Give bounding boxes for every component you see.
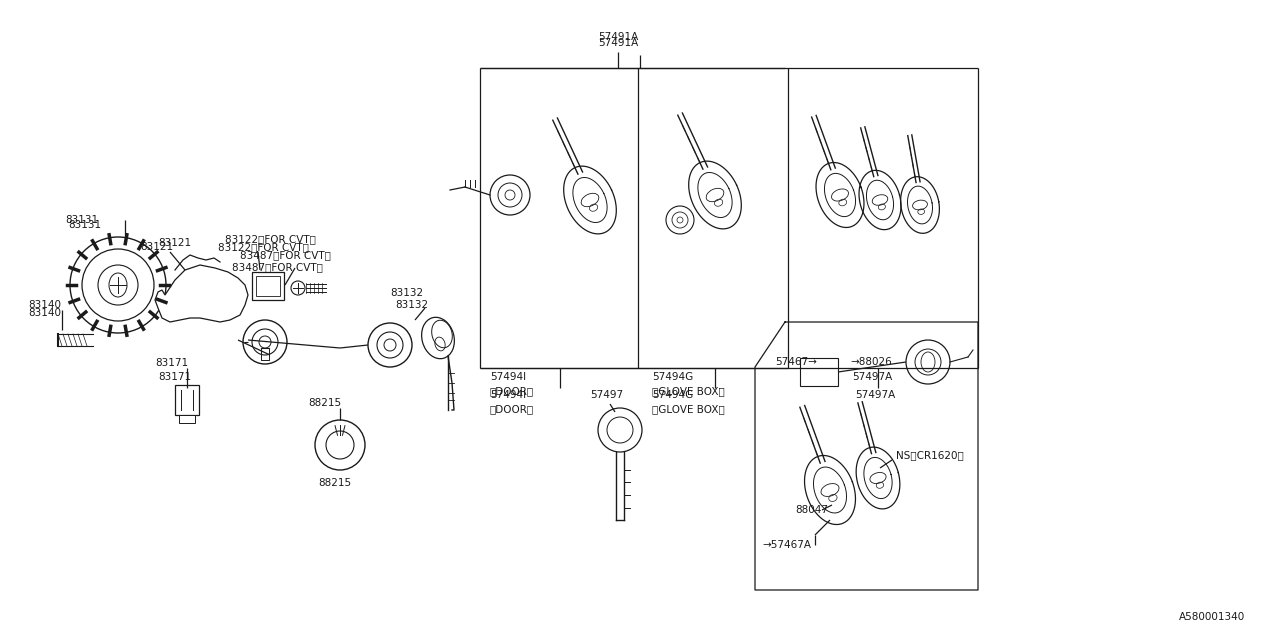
Text: 83122〈FOR CVT〉: 83122〈FOR CVT〉 xyxy=(218,242,308,252)
Text: 57494I: 57494I xyxy=(490,372,526,382)
Text: 〈DOOR〉: 〈DOOR〉 xyxy=(490,404,534,414)
Text: 57497: 57497 xyxy=(590,390,623,400)
Text: 〈GLOVE BOX〉: 〈GLOVE BOX〉 xyxy=(652,404,724,414)
Text: 83140: 83140 xyxy=(28,300,61,310)
Text: 83132: 83132 xyxy=(390,288,424,298)
Text: 83140: 83140 xyxy=(28,308,61,318)
Text: 83487〈FOR CVT〉: 83487〈FOR CVT〉 xyxy=(241,250,330,260)
Text: 57494I: 57494I xyxy=(490,390,526,400)
Text: A580001340: A580001340 xyxy=(1179,612,1245,622)
Text: 83131: 83131 xyxy=(65,215,99,225)
Text: →88026: →88026 xyxy=(850,357,892,367)
Polygon shape xyxy=(155,265,248,322)
Text: 83121: 83121 xyxy=(157,238,191,248)
Text: 57491A: 57491A xyxy=(598,32,639,42)
Text: 83131: 83131 xyxy=(68,220,101,230)
Bar xyxy=(175,385,198,415)
Text: 57491A: 57491A xyxy=(598,38,639,48)
Text: 57497A: 57497A xyxy=(855,390,895,400)
Text: 88215: 88215 xyxy=(317,478,351,488)
Text: 83171: 83171 xyxy=(155,358,188,368)
Text: →57467A: →57467A xyxy=(762,540,812,550)
Text: 83132: 83132 xyxy=(396,300,428,310)
Text: 57494G: 57494G xyxy=(652,390,694,400)
Text: 88215: 88215 xyxy=(308,398,342,408)
Text: 83487〈FOR CVT〉: 83487〈FOR CVT〉 xyxy=(232,262,323,272)
Text: 57467→: 57467→ xyxy=(774,357,817,367)
Text: 88047: 88047 xyxy=(795,505,828,515)
Text: 〈DOOR〉: 〈DOOR〉 xyxy=(490,386,534,396)
Text: 〈GLOVE BOX〉: 〈GLOVE BOX〉 xyxy=(652,386,724,396)
Bar xyxy=(252,272,284,300)
Text: 83171: 83171 xyxy=(157,372,191,382)
Text: NS〈CR1620〉: NS〈CR1620〉 xyxy=(896,450,964,460)
Text: 57494G: 57494G xyxy=(652,372,694,382)
Bar xyxy=(179,415,195,423)
Bar xyxy=(256,276,280,296)
Bar xyxy=(800,358,838,386)
Text: 57497A: 57497A xyxy=(852,372,892,382)
Text: 83121: 83121 xyxy=(140,242,173,252)
Text: 83122〈FOR CVT〉: 83122〈FOR CVT〉 xyxy=(225,234,316,244)
